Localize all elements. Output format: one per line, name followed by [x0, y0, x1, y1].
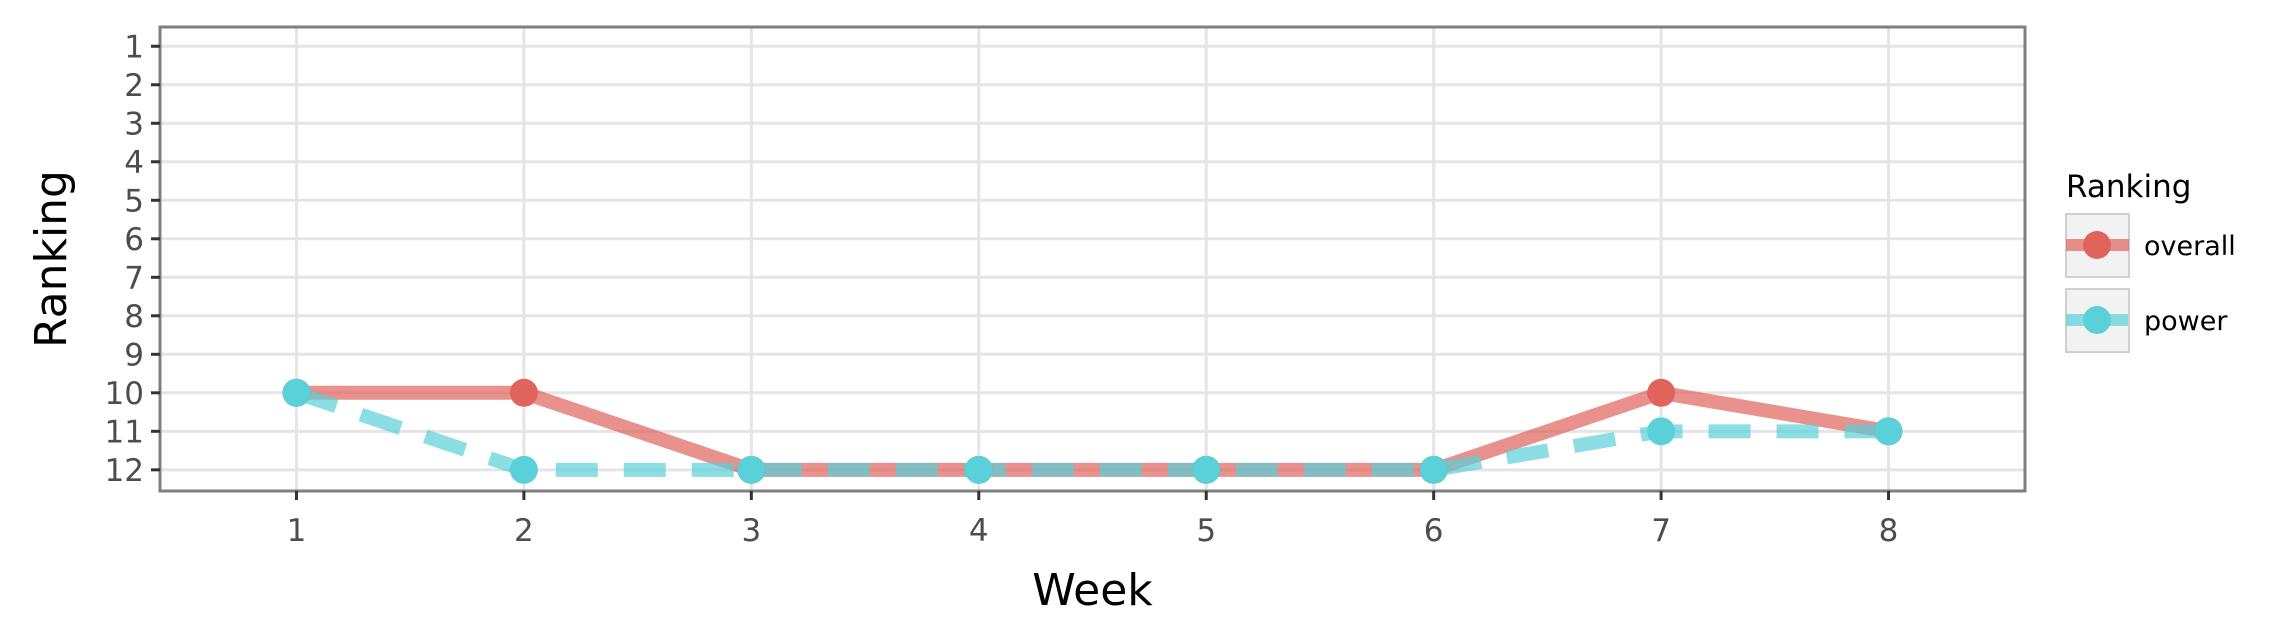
legend-label: power — [2144, 306, 2228, 337]
y-tick-label: 7 — [124, 260, 144, 296]
series-lines — [294, 385, 1890, 477]
y-tick-label: 12 — [105, 453, 144, 489]
legend-item-overall: overall — [2065, 213, 2236, 278]
y-tick-label: 4 — [124, 145, 144, 181]
legend-key-marker — [2083, 306, 2111, 334]
x-axis-title: Week — [1032, 565, 1153, 616]
legend-item-power: power — [2065, 288, 2228, 353]
data-point-power — [1874, 417, 1903, 446]
y-tick-label: 10 — [105, 376, 144, 412]
y-axis-title: Ranking — [26, 170, 77, 348]
x-tick-label: 1 — [287, 513, 307, 549]
data-point-power — [737, 455, 766, 484]
series-line-overall — [296, 385, 1890, 477]
y-tick-label: 9 — [124, 337, 144, 373]
y-tick-label: 1 — [124, 29, 144, 65]
legend: Ranking overall power — [2065, 169, 2236, 353]
x-tick-label: 6 — [1424, 513, 1444, 549]
series-line-power — [294, 386, 1889, 477]
legend-label: overall — [2144, 231, 2236, 262]
legend-items: overall power — [2065, 213, 2236, 353]
x-tick-label: 3 — [741, 513, 761, 549]
y-tick-label: 3 — [124, 106, 144, 142]
y-tick-label: 5 — [124, 183, 144, 219]
data-point-power — [1419, 455, 1448, 484]
plot-panel-border — [158, 25, 2027, 493]
data-point-overall — [509, 378, 538, 407]
y-tick-label: 8 — [124, 299, 144, 335]
data-point-power — [1647, 417, 1676, 446]
x-tick-label: 8 — [1879, 513, 1899, 549]
y-tick-label: 6 — [124, 222, 144, 258]
data-points — [282, 378, 1903, 484]
data-point-power — [282, 378, 311, 407]
x-tick-label: 5 — [1196, 513, 1216, 549]
legend-key-marker — [2083, 231, 2111, 259]
x-tick-label: 2 — [514, 513, 534, 549]
y-tick-label: 11 — [105, 414, 144, 450]
data-point-power — [509, 455, 538, 484]
data-point-overall — [1647, 378, 1676, 407]
x-tick-label: 7 — [1651, 513, 1671, 549]
x-tick-label: 4 — [969, 513, 989, 549]
grid-lines — [160, 27, 2025, 491]
data-point-power — [964, 455, 993, 484]
data-point-power — [1192, 455, 1221, 484]
legend-title: Ranking — [2066, 169, 2191, 205]
y-tick-label: 2 — [124, 68, 144, 104]
